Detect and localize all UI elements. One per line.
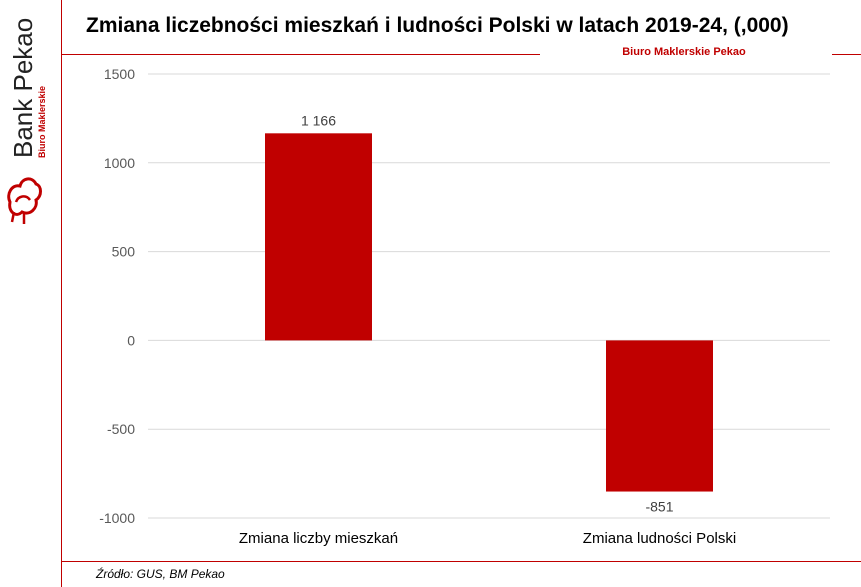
page-title: Zmiana liczebności mieszkań i ludności P… bbox=[86, 14, 789, 37]
data-label: -851 bbox=[645, 499, 673, 515]
data-labels: 1 166 -851 bbox=[301, 112, 674, 514]
header-rule-left bbox=[62, 54, 540, 55]
brand-wordmark: Bank Pekao Biuro Maklerskie bbox=[8, 18, 47, 158]
x-category-label: Zmiana ludności Polski bbox=[583, 530, 736, 547]
pekao-bison-logo-icon bbox=[7, 177, 42, 224]
header-subtitle: Biuro Maklerskie Pekao bbox=[622, 46, 746, 58]
y-tick-label: -1000 bbox=[99, 510, 135, 526]
y-tick-label: 1500 bbox=[104, 66, 135, 82]
y-tick-label: 500 bbox=[112, 244, 136, 260]
y-axis: 1500 1000 500 0 -500 -1000 bbox=[99, 66, 135, 526]
brand-division: Biuro Maklerskie bbox=[37, 86, 47, 158]
sidebar: Bank Pekao Biuro Maklerskie bbox=[0, 0, 62, 587]
y-tick-label: 0 bbox=[127, 332, 135, 348]
footer-rule bbox=[62, 561, 861, 562]
header-rule-right bbox=[832, 54, 861, 55]
x-axis: Zmiana liczby mieszkań Zmiana ludności Po… bbox=[239, 530, 736, 547]
bar-chart: 1500 1000 500 0 -500 -1000 1 166 -851 Zmiana l… bbox=[99, 66, 830, 547]
bars bbox=[265, 133, 713, 492]
source-note: Źródło: GUS, BM Pekao bbox=[96, 567, 225, 581]
grid-layer bbox=[148, 73, 830, 519]
y-tick-label: 1000 bbox=[104, 155, 135, 171]
y-tick-label: -500 bbox=[107, 421, 135, 437]
data-label: 1 166 bbox=[301, 112, 336, 128]
x-category-label: Zmiana liczby mieszkań bbox=[239, 530, 398, 547]
bar bbox=[265, 133, 372, 341]
bar bbox=[606, 340, 713, 492]
brand-name: Bank Pekao bbox=[8, 18, 38, 158]
